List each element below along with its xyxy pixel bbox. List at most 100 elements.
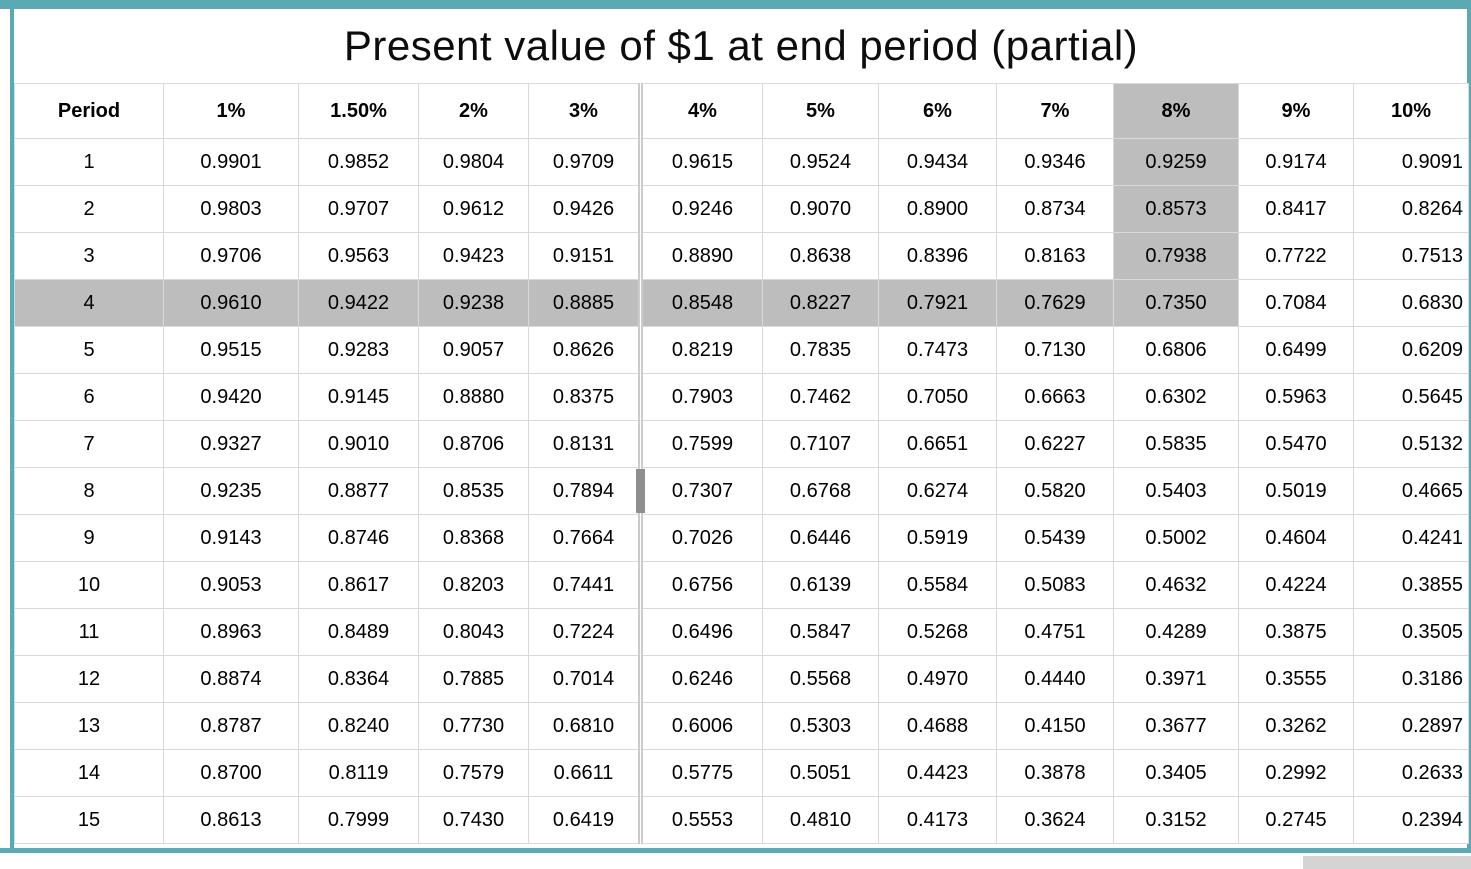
value-cell[interactable]: 0.7921 — [878, 279, 997, 327]
value-cell[interactable]: 0.5470 — [1238, 420, 1354, 468]
value-cell[interactable]: 0.9706 — [163, 232, 299, 280]
value-cell[interactable]: 0.6756 — [638, 561, 763, 609]
value-cell[interactable]: 0.6274 — [878, 467, 997, 515]
period-cell[interactable]: 3 — [14, 232, 164, 280]
period-cell[interactable]: 9 — [14, 514, 164, 562]
value-cell[interactable]: 0.4173 — [878, 796, 997, 844]
value-cell[interactable]: 0.6663 — [996, 373, 1114, 421]
period-cell[interactable]: 13 — [14, 702, 164, 750]
value-cell[interactable]: 0.8203 — [418, 561, 529, 609]
value-cell[interactable]: 0.7084 — [1238, 279, 1354, 327]
value-cell[interactable]: 0.3875 — [1238, 608, 1354, 656]
value-cell[interactable]: 0.3186 — [1353, 655, 1469, 703]
value-cell[interactable]: 0.3677 — [1113, 702, 1239, 750]
value-cell[interactable]: 0.5019 — [1238, 467, 1354, 515]
value-cell[interactable]: 0.8617 — [298, 561, 419, 609]
value-cell[interactable]: 0.8900 — [878, 185, 997, 233]
value-cell[interactable]: 0.6651 — [878, 420, 997, 468]
value-cell[interactable]: 0.5835 — [1113, 420, 1239, 468]
value-cell[interactable]: 0.5132 — [1353, 420, 1469, 468]
value-cell[interactable]: 0.5403 — [1113, 467, 1239, 515]
value-cell[interactable]: 0.9346 — [996, 138, 1114, 186]
value-cell[interactable]: 0.4224 — [1238, 561, 1354, 609]
header-rate-7%[interactable]: 7% — [996, 83, 1114, 139]
value-cell[interactable]: 0.7894 — [528, 467, 641, 515]
value-cell[interactable]: 0.5847 — [762, 608, 879, 656]
value-cell[interactable]: 0.2394 — [1353, 796, 1469, 844]
value-cell[interactable]: 0.3262 — [1238, 702, 1354, 750]
value-cell[interactable]: 0.7224 — [528, 608, 641, 656]
period-cell[interactable]: 4 — [14, 279, 164, 327]
value-cell[interactable]: 0.6446 — [762, 514, 879, 562]
value-cell[interactable]: 0.7050 — [878, 373, 997, 421]
value-cell[interactable]: 0.5820 — [996, 467, 1114, 515]
header-rate-1%[interactable]: 1% — [163, 83, 299, 139]
value-cell[interactable]: 0.4440 — [996, 655, 1114, 703]
value-cell[interactable]: 0.8535 — [418, 467, 529, 515]
value-cell[interactable]: 0.7599 — [638, 420, 763, 468]
value-cell[interactable]: 0.5584 — [878, 561, 997, 609]
period-cell[interactable]: 5 — [14, 326, 164, 374]
value-cell[interactable]: 0.8163 — [996, 232, 1114, 280]
value-cell[interactable]: 0.9804 — [418, 138, 529, 186]
value-cell[interactable]: 0.9174 — [1238, 138, 1354, 186]
value-cell[interactable]: 0.9246 — [638, 185, 763, 233]
value-cell[interactable]: 0.5439 — [996, 514, 1114, 562]
value-cell[interactable]: 0.9010 — [298, 420, 419, 468]
period-cell[interactable]: 11 — [14, 608, 164, 656]
value-cell[interactable]: 0.4241 — [1353, 514, 1469, 562]
value-cell[interactable]: 0.8264 — [1353, 185, 1469, 233]
value-cell[interactable]: 0.7473 — [878, 326, 997, 374]
value-cell[interactable]: 0.5645 — [1353, 373, 1469, 421]
value-cell[interactable]: 0.3624 — [996, 796, 1114, 844]
value-cell[interactable]: 0.4423 — [878, 749, 997, 797]
value-cell[interactable]: 0.9423 — [418, 232, 529, 280]
value-cell[interactable]: 0.2992 — [1238, 749, 1354, 797]
value-cell[interactable]: 0.8573 — [1113, 185, 1239, 233]
value-cell[interactable]: 0.9426 — [528, 185, 641, 233]
value-cell[interactable]: 0.9143 — [163, 514, 299, 562]
value-cell[interactable]: 0.9259 — [1113, 138, 1239, 186]
value-cell[interactable]: 0.5083 — [996, 561, 1114, 609]
value-cell[interactable]: 0.8613 — [163, 796, 299, 844]
value-cell[interactable]: 0.6227 — [996, 420, 1114, 468]
value-cell[interactable]: 0.8734 — [996, 185, 1114, 233]
value-cell[interactable]: 0.7903 — [638, 373, 763, 421]
value-cell[interactable]: 0.9070 — [762, 185, 879, 233]
value-cell[interactable]: 0.7130 — [996, 326, 1114, 374]
value-cell[interactable]: 0.7462 — [762, 373, 879, 421]
value-cell[interactable]: 0.2745 — [1238, 796, 1354, 844]
value-cell[interactable]: 0.6209 — [1353, 326, 1469, 374]
header-rate-8%[interactable]: 8% — [1113, 83, 1239, 139]
value-cell[interactable]: 0.8219 — [638, 326, 763, 374]
value-cell[interactable]: 0.6496 — [638, 608, 763, 656]
value-cell[interactable]: 0.6830 — [1353, 279, 1469, 327]
value-cell[interactable]: 0.7885 — [418, 655, 529, 703]
value-cell[interactable]: 0.8746 — [298, 514, 419, 562]
value-cell[interactable]: 0.3505 — [1353, 608, 1469, 656]
header-rate-4%[interactable]: 4% — [638, 83, 763, 139]
value-cell[interactable]: 0.8417 — [1238, 185, 1354, 233]
value-cell[interactable]: 0.5553 — [638, 796, 763, 844]
value-cell[interactable]: 0.8880 — [418, 373, 529, 421]
value-cell[interactable]: 0.7513 — [1353, 232, 1469, 280]
value-cell[interactable]: 0.6499 — [1238, 326, 1354, 374]
value-cell[interactable]: 0.8368 — [418, 514, 529, 562]
value-cell[interactable]: 0.2897 — [1353, 702, 1469, 750]
value-cell[interactable]: 0.8963 — [163, 608, 299, 656]
period-cell[interactable]: 6 — [14, 373, 164, 421]
value-cell[interactable]: 0.9615 — [638, 138, 763, 186]
value-cell[interactable]: 0.7441 — [528, 561, 641, 609]
value-cell[interactable]: 0.3878 — [996, 749, 1114, 797]
value-cell[interactable]: 0.4751 — [996, 608, 1114, 656]
value-cell[interactable]: 0.3555 — [1238, 655, 1354, 703]
value-cell[interactable]: 0.7629 — [996, 279, 1114, 327]
value-cell[interactable]: 0.9091 — [1353, 138, 1469, 186]
value-cell[interactable]: 0.8885 — [528, 279, 641, 327]
header-rate-5%[interactable]: 5% — [762, 83, 879, 139]
value-cell[interactable]: 0.9901 — [163, 138, 299, 186]
value-cell[interactable]: 0.4665 — [1353, 467, 1469, 515]
value-cell[interactable]: 0.8638 — [762, 232, 879, 280]
header-rate-9%[interactable]: 9% — [1238, 83, 1354, 139]
value-cell[interactable]: 0.9524 — [762, 138, 879, 186]
